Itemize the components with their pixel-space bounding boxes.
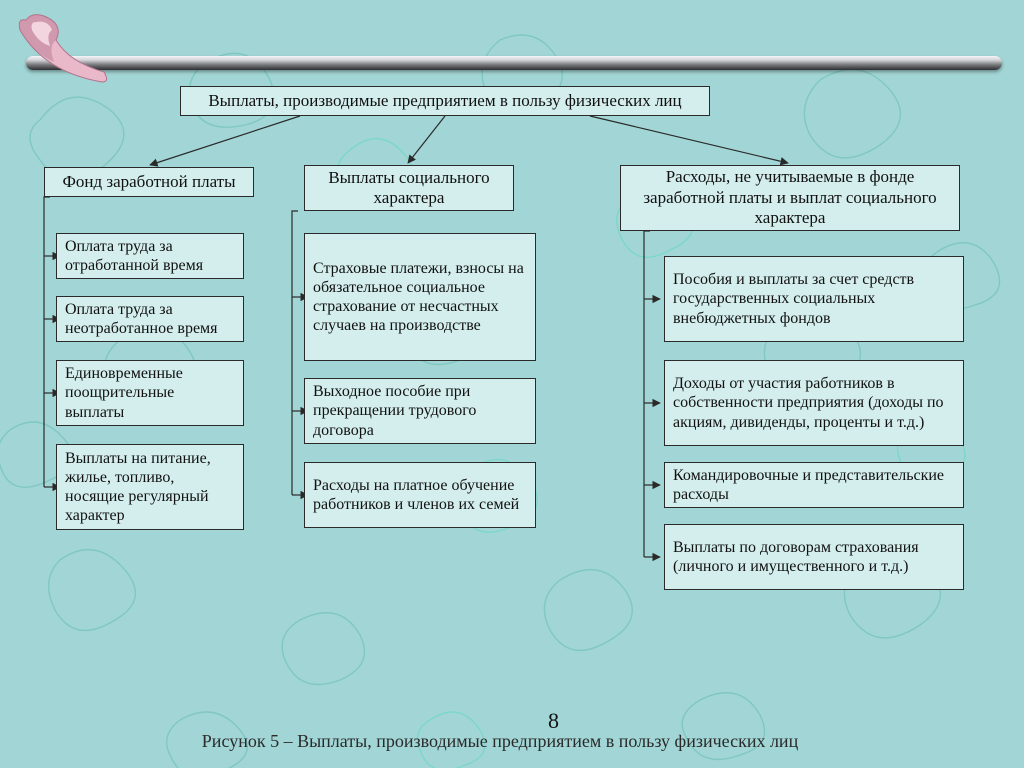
col1-item-3: Единовременные поощрительные выплаты: [56, 360, 244, 426]
root-box: Выплаты, производимые предприятием в пол…: [180, 86, 710, 116]
col3-item-3: Командировочные и представительские расх…: [664, 462, 964, 508]
col1-item-1: Оплата труда за отработанной время: [56, 233, 244, 279]
col1-item-2: Оплата труда за неотработанное время: [56, 296, 244, 342]
decorative-bar: [26, 56, 1002, 70]
col3-item-1: Пособия и выплаты за счет средств госуда…: [664, 256, 964, 342]
slide: Выплаты, производимые предприятием в пол…: [0, 0, 1024, 768]
col2-item-3: Расходы на платное обучение работников и…: [304, 462, 536, 528]
col2-header: Выплаты социального характера: [304, 165, 514, 211]
col3-item-4: Выплаты по договорам страхования (личног…: [664, 524, 964, 590]
col1-header: Фонд заработной платы: [44, 167, 254, 197]
page-number: 8: [548, 708, 559, 734]
col3-header: Расходы, не учитываемые в фонде заработн…: [620, 165, 960, 231]
col2-item-2: Выходное пособие при прекращении трудово…: [304, 378, 536, 444]
figure-caption: Рисунок 5 – Выплаты, производимые предпр…: [90, 731, 910, 752]
col3-item-2: Доходы от участия работников в собственн…: [664, 360, 964, 446]
col1-item-4: Выплаты на питание, жилье, топливо, нося…: [56, 444, 244, 530]
boomerang-ornament: [14, 12, 114, 92]
col2-item-1: Страховые платежи, взносы на обязательно…: [304, 233, 536, 361]
